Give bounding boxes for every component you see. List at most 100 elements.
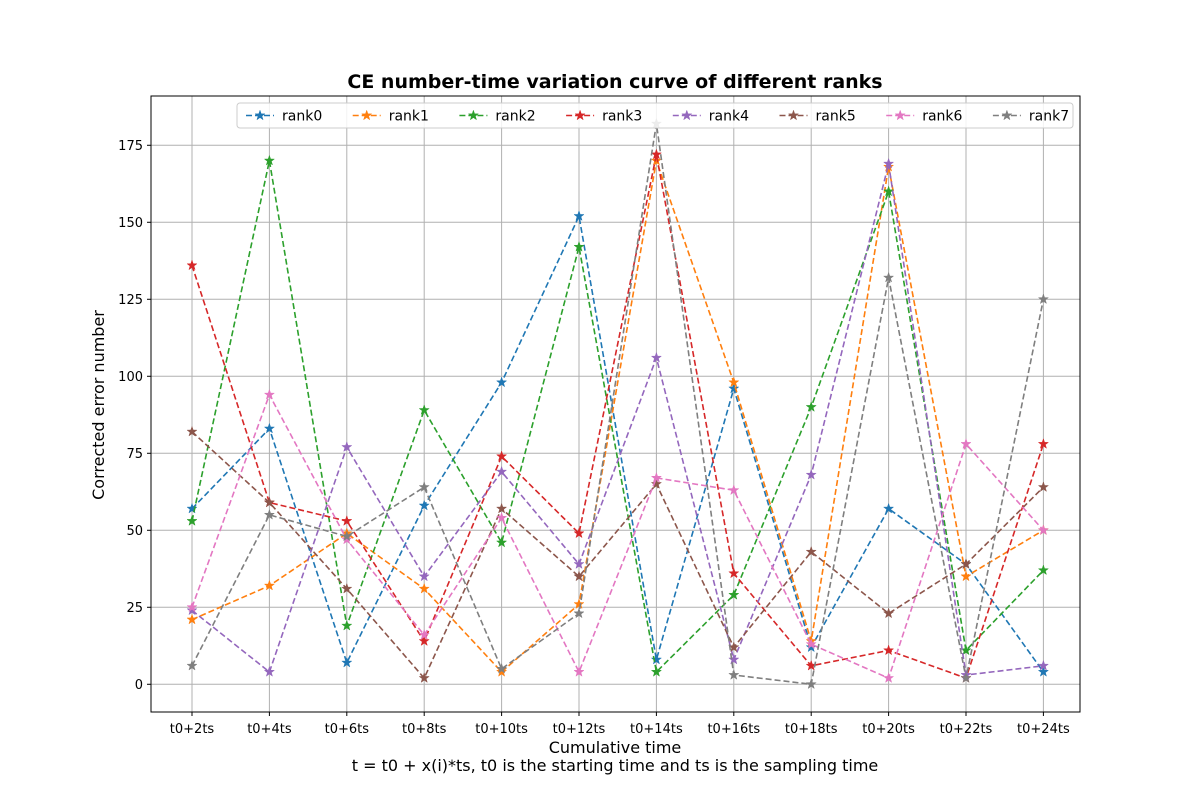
- data-point: [495, 502, 508, 514]
- legend-marker: [681, 109, 693, 121]
- legend-marker: [467, 109, 480, 121]
- y-tick-label: 150: [118, 216, 143, 231]
- data-point: [882, 271, 895, 283]
- data-point: [418, 570, 430, 582]
- x-tick-label: t0+14ts: [630, 722, 683, 737]
- data-point: [728, 484, 740, 496]
- data-point: [418, 672, 430, 683]
- data-point: [650, 154, 663, 166]
- data-point: [805, 545, 817, 557]
- data-point: [1037, 659, 1050, 671]
- legend-label: rank1: [389, 109, 429, 125]
- data-point: [728, 567, 740, 579]
- legend-entry: rank3: [566, 109, 642, 125]
- series-line: [191, 431, 1044, 680]
- data-point: [418, 635, 430, 646]
- data-point: [418, 404, 430, 415]
- y-tick-label: 175: [118, 139, 143, 154]
- legend-label: rank5: [816, 109, 856, 125]
- data-point: [341, 515, 353, 526]
- data-point: [1037, 665, 1050, 677]
- data-point: [495, 450, 508, 462]
- x-tick-label: t0+24ts: [1017, 722, 1070, 737]
- data-point: [186, 659, 198, 671]
- data-point: [650, 351, 663, 363]
- x-tick-label: t0+10ts: [475, 722, 528, 737]
- data-point: [573, 665, 585, 677]
- data-point: [650, 653, 663, 665]
- data-point: [573, 527, 585, 539]
- data-point: [805, 401, 817, 412]
- data-point: [882, 185, 895, 197]
- data-point: [186, 515, 198, 526]
- legend-entry: rank7: [992, 109, 1069, 125]
- legend-marker: [787, 109, 800, 121]
- x-axis-label: Cumulative time: [549, 738, 682, 757]
- x-tick-label: t0+6ts: [325, 722, 370, 737]
- data-point: [728, 653, 740, 665]
- legend-entry: rank6: [886, 109, 963, 125]
- legend-marker: [894, 109, 906, 121]
- data-point: [341, 582, 353, 594]
- data-point: [650, 148, 663, 160]
- data-point: [263, 422, 276, 434]
- data-point: [186, 601, 198, 613]
- series-lines: [186, 117, 1050, 690]
- y-tick-label: 0: [135, 678, 143, 693]
- data-point: [495, 662, 508, 674]
- series-line: [191, 163, 1044, 676]
- series-rank5: [186, 425, 1050, 683]
- legend-entry: rank5: [779, 109, 856, 125]
- data-point: [882, 157, 895, 169]
- data-point: [573, 598, 585, 610]
- data-point: [728, 588, 740, 600]
- data-point: [495, 665, 508, 677]
- data-point: [1037, 481, 1050, 492]
- data-point: [728, 382, 740, 394]
- x-tick-label: t0+16ts: [707, 722, 760, 737]
- legend-marker: [254, 109, 266, 121]
- series-line: [191, 123, 1045, 686]
- data-point: [341, 530, 353, 542]
- series-line: [191, 160, 1044, 674]
- data-point: [495, 376, 508, 388]
- plot-frame: [150, 95, 1081, 713]
- data-point: [263, 508, 276, 520]
- legend-entry: rank4: [672, 109, 749, 125]
- legend-label: rank7: [1029, 109, 1069, 125]
- x-tick-label: t0+22ts: [940, 722, 993, 737]
- legend-label: rank6: [922, 109, 962, 125]
- data-point: [263, 579, 276, 591]
- data-point: [495, 536, 508, 548]
- legend-box: [236, 102, 1074, 129]
- y-axis-label: Corrected error number: [89, 310, 108, 500]
- data-point: [341, 656, 353, 668]
- data-point: [186, 613, 198, 625]
- data-point: [186, 604, 198, 616]
- legend-label: rank4: [709, 109, 749, 125]
- y-tick-label: 25: [126, 601, 143, 616]
- legend-marker: [361, 109, 373, 121]
- x-tick-label: t0+4ts: [247, 722, 292, 737]
- y-tick-label: 50: [126, 524, 143, 539]
- series-rank2: [186, 154, 1050, 677]
- data-point: [650, 665, 663, 677]
- data-point: [263, 496, 276, 508]
- data-point: [728, 376, 740, 388]
- data-point: [960, 438, 972, 449]
- data-point: [882, 502, 895, 514]
- data-point: [805, 678, 817, 690]
- legend: rank0 rank1 rank2 rank3 rank4 rank5 rank6 rank7: [236, 102, 1074, 129]
- data-point: [263, 388, 276, 400]
- x-tick-label: t0+18ts: [785, 722, 838, 737]
- data-point: [341, 533, 353, 545]
- data-point: [186, 425, 198, 437]
- data-point: [418, 582, 430, 594]
- data-point: [650, 471, 663, 483]
- x-tick-label: t0+12ts: [553, 722, 606, 737]
- data-point: [1037, 438, 1050, 449]
- data-point: [882, 644, 895, 656]
